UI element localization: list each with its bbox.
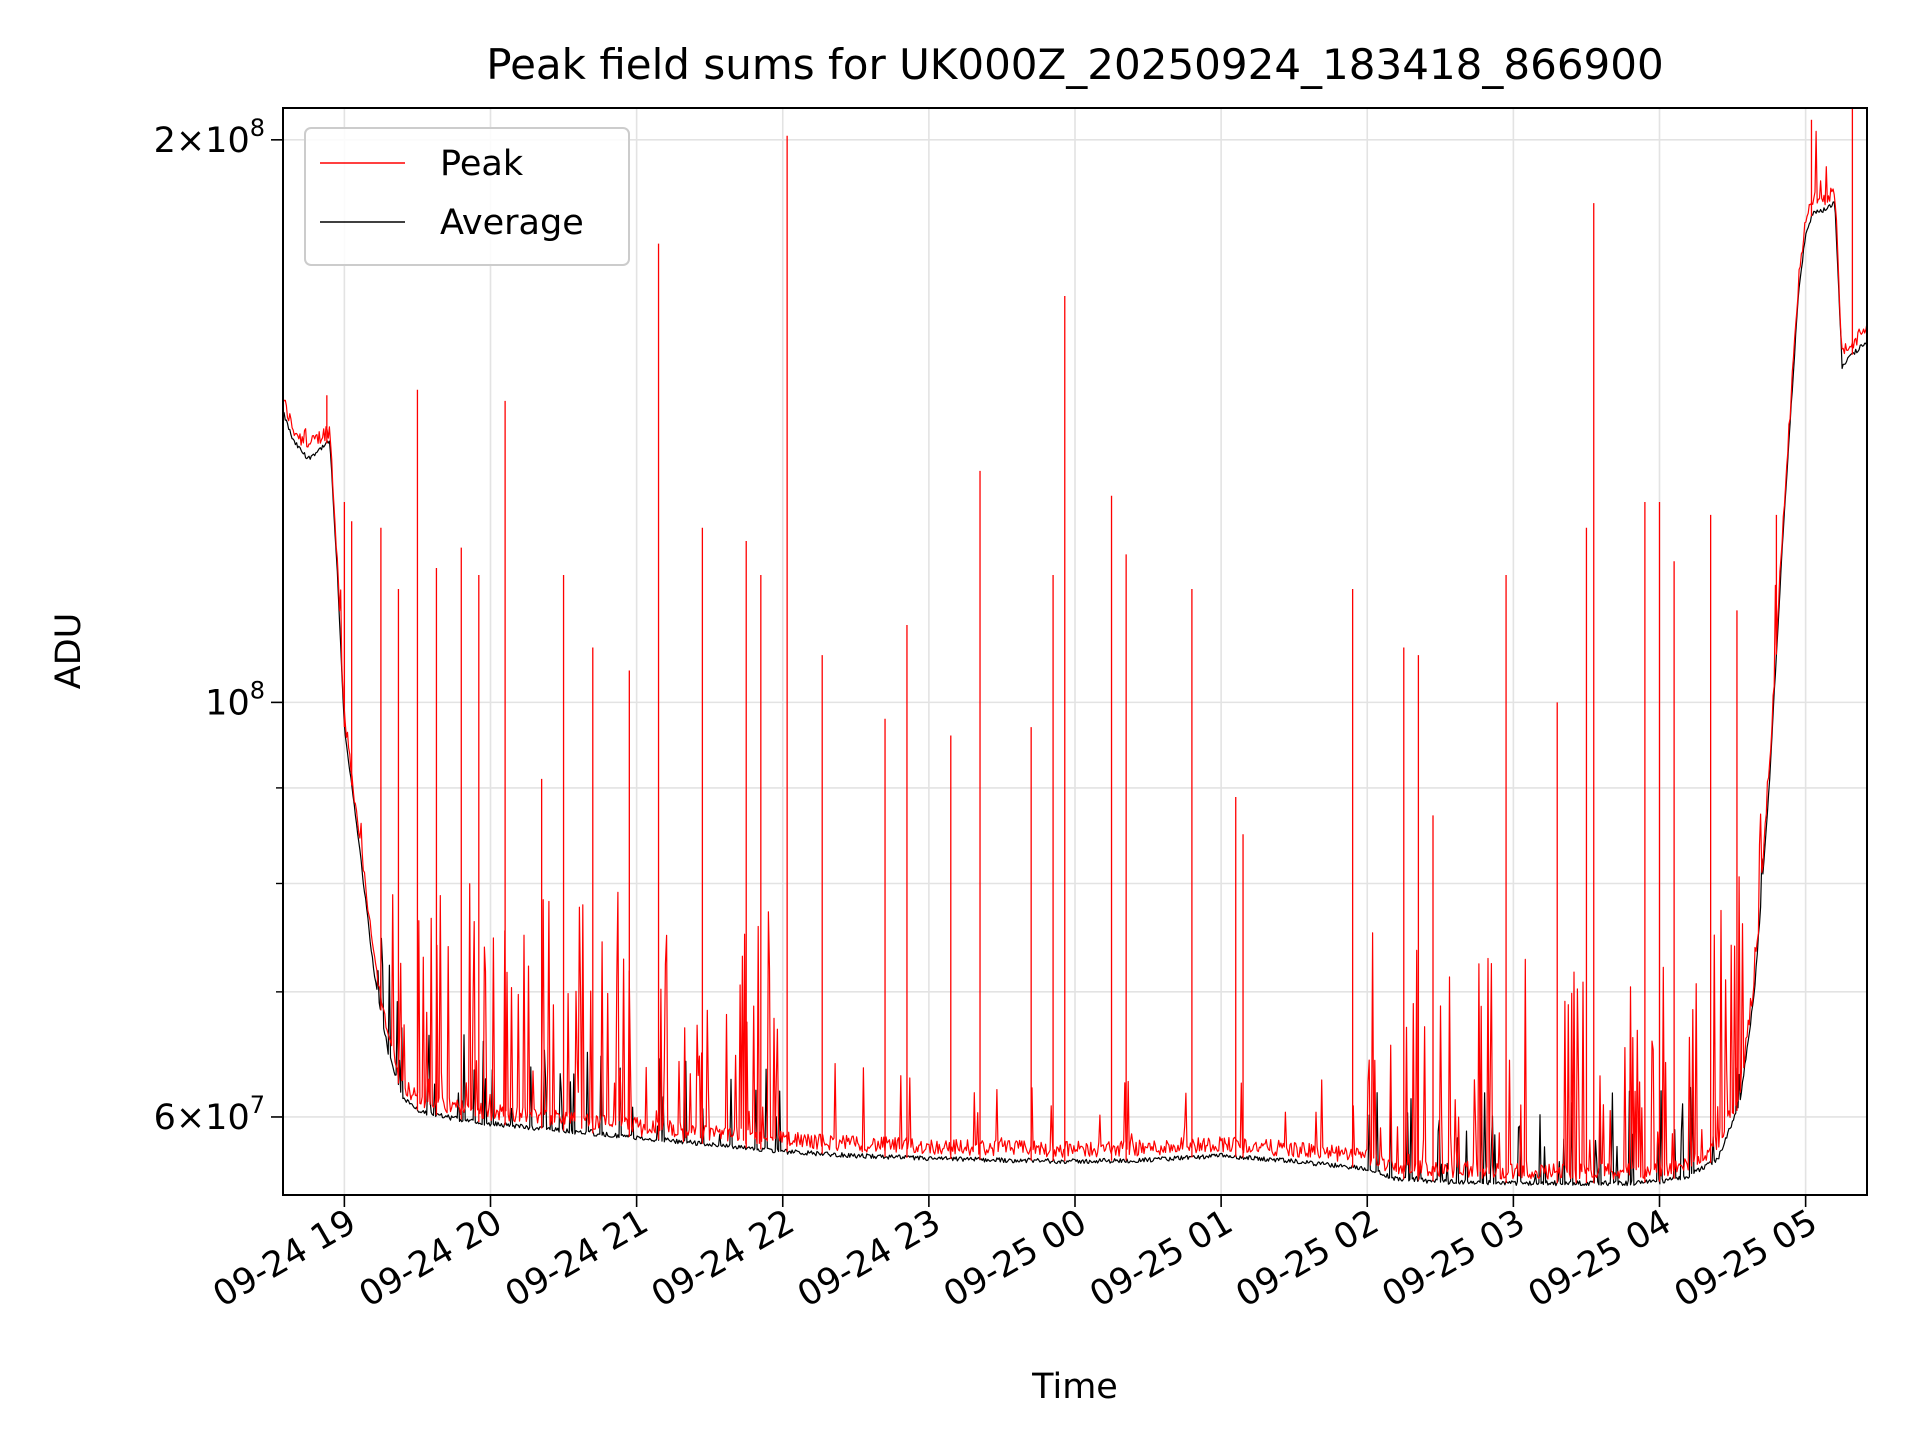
y-tick-label: 2×108 bbox=[154, 114, 265, 161]
x-axis-title: Time bbox=[1031, 1367, 1118, 1407]
legend: Peak Average bbox=[304, 127, 630, 266]
peak-series bbox=[282, 108, 1868, 1184]
legend-peak-label: Peak bbox=[440, 144, 524, 184]
peak-line bbox=[282, 130, 1868, 1184]
average-line bbox=[282, 201, 1868, 1187]
chart-title: Peak field sums for UK000Z_20250924_1834… bbox=[486, 40, 1663, 89]
y-tick-label: 6×107 bbox=[154, 1091, 265, 1138]
average-series bbox=[282, 201, 1868, 1187]
y-axis-title: ADU bbox=[49, 613, 89, 690]
y-tick-label: 108 bbox=[205, 676, 265, 723]
legend-average-label: Average bbox=[440, 203, 584, 243]
y-axis: 6×107 108 2×108 bbox=[154, 114, 283, 1138]
